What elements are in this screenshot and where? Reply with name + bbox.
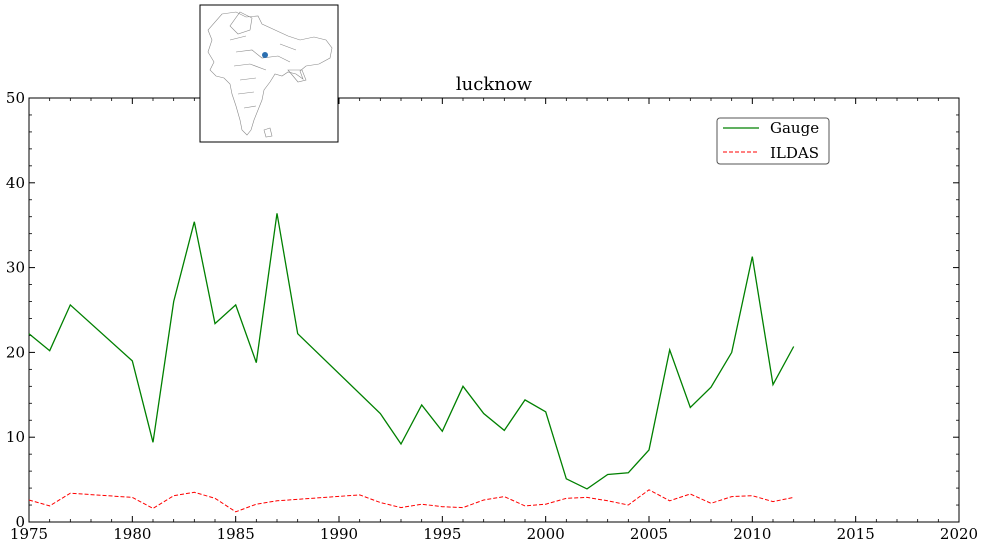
location-marker-icon [262,52,268,58]
x-tick-label: 1985 [217,525,255,543]
legend-label-gauge: Gauge [770,119,819,137]
x-tick-label: 2015 [837,525,875,543]
series-line-gauge [28,213,795,490]
plot-area [28,97,960,523]
inset-map-frame [199,4,339,143]
india-map-icon [207,11,333,138]
y-tick-label: 50 [6,89,25,107]
series-layer [28,213,795,513]
legend-label-ildas: ILDAS [770,144,819,162]
x-tick-label: 1990 [320,525,358,543]
chart-title: lucknow [456,74,533,95]
x-tick-label: 1995 [423,525,461,543]
legend: Gauge ILDAS [716,117,830,165]
y-axis: 0 10 20 30 40 50 [6,89,959,531]
y-tick-label: 30 [6,259,25,277]
y-tick-label: 40 [6,174,25,192]
inset-map [199,4,339,143]
x-tick-label: 2010 [733,525,771,543]
x-tick-label: 2005 [630,525,668,543]
x-tick-label: 2000 [527,525,565,543]
x-tick-label: 1975 [10,525,48,543]
x-tick-label: 1980 [113,525,151,543]
y-tick-label: 20 [6,343,25,361]
x-tick-label: 2020 [940,525,978,543]
x-axis: 1975 1980 1985 1990 1995 2000 2005 2010 2015 2020 [10,98,978,543]
y-tick-label: 0 [15,513,25,531]
series-line-ildas [28,489,794,513]
y-tick-label: 10 [6,428,25,446]
